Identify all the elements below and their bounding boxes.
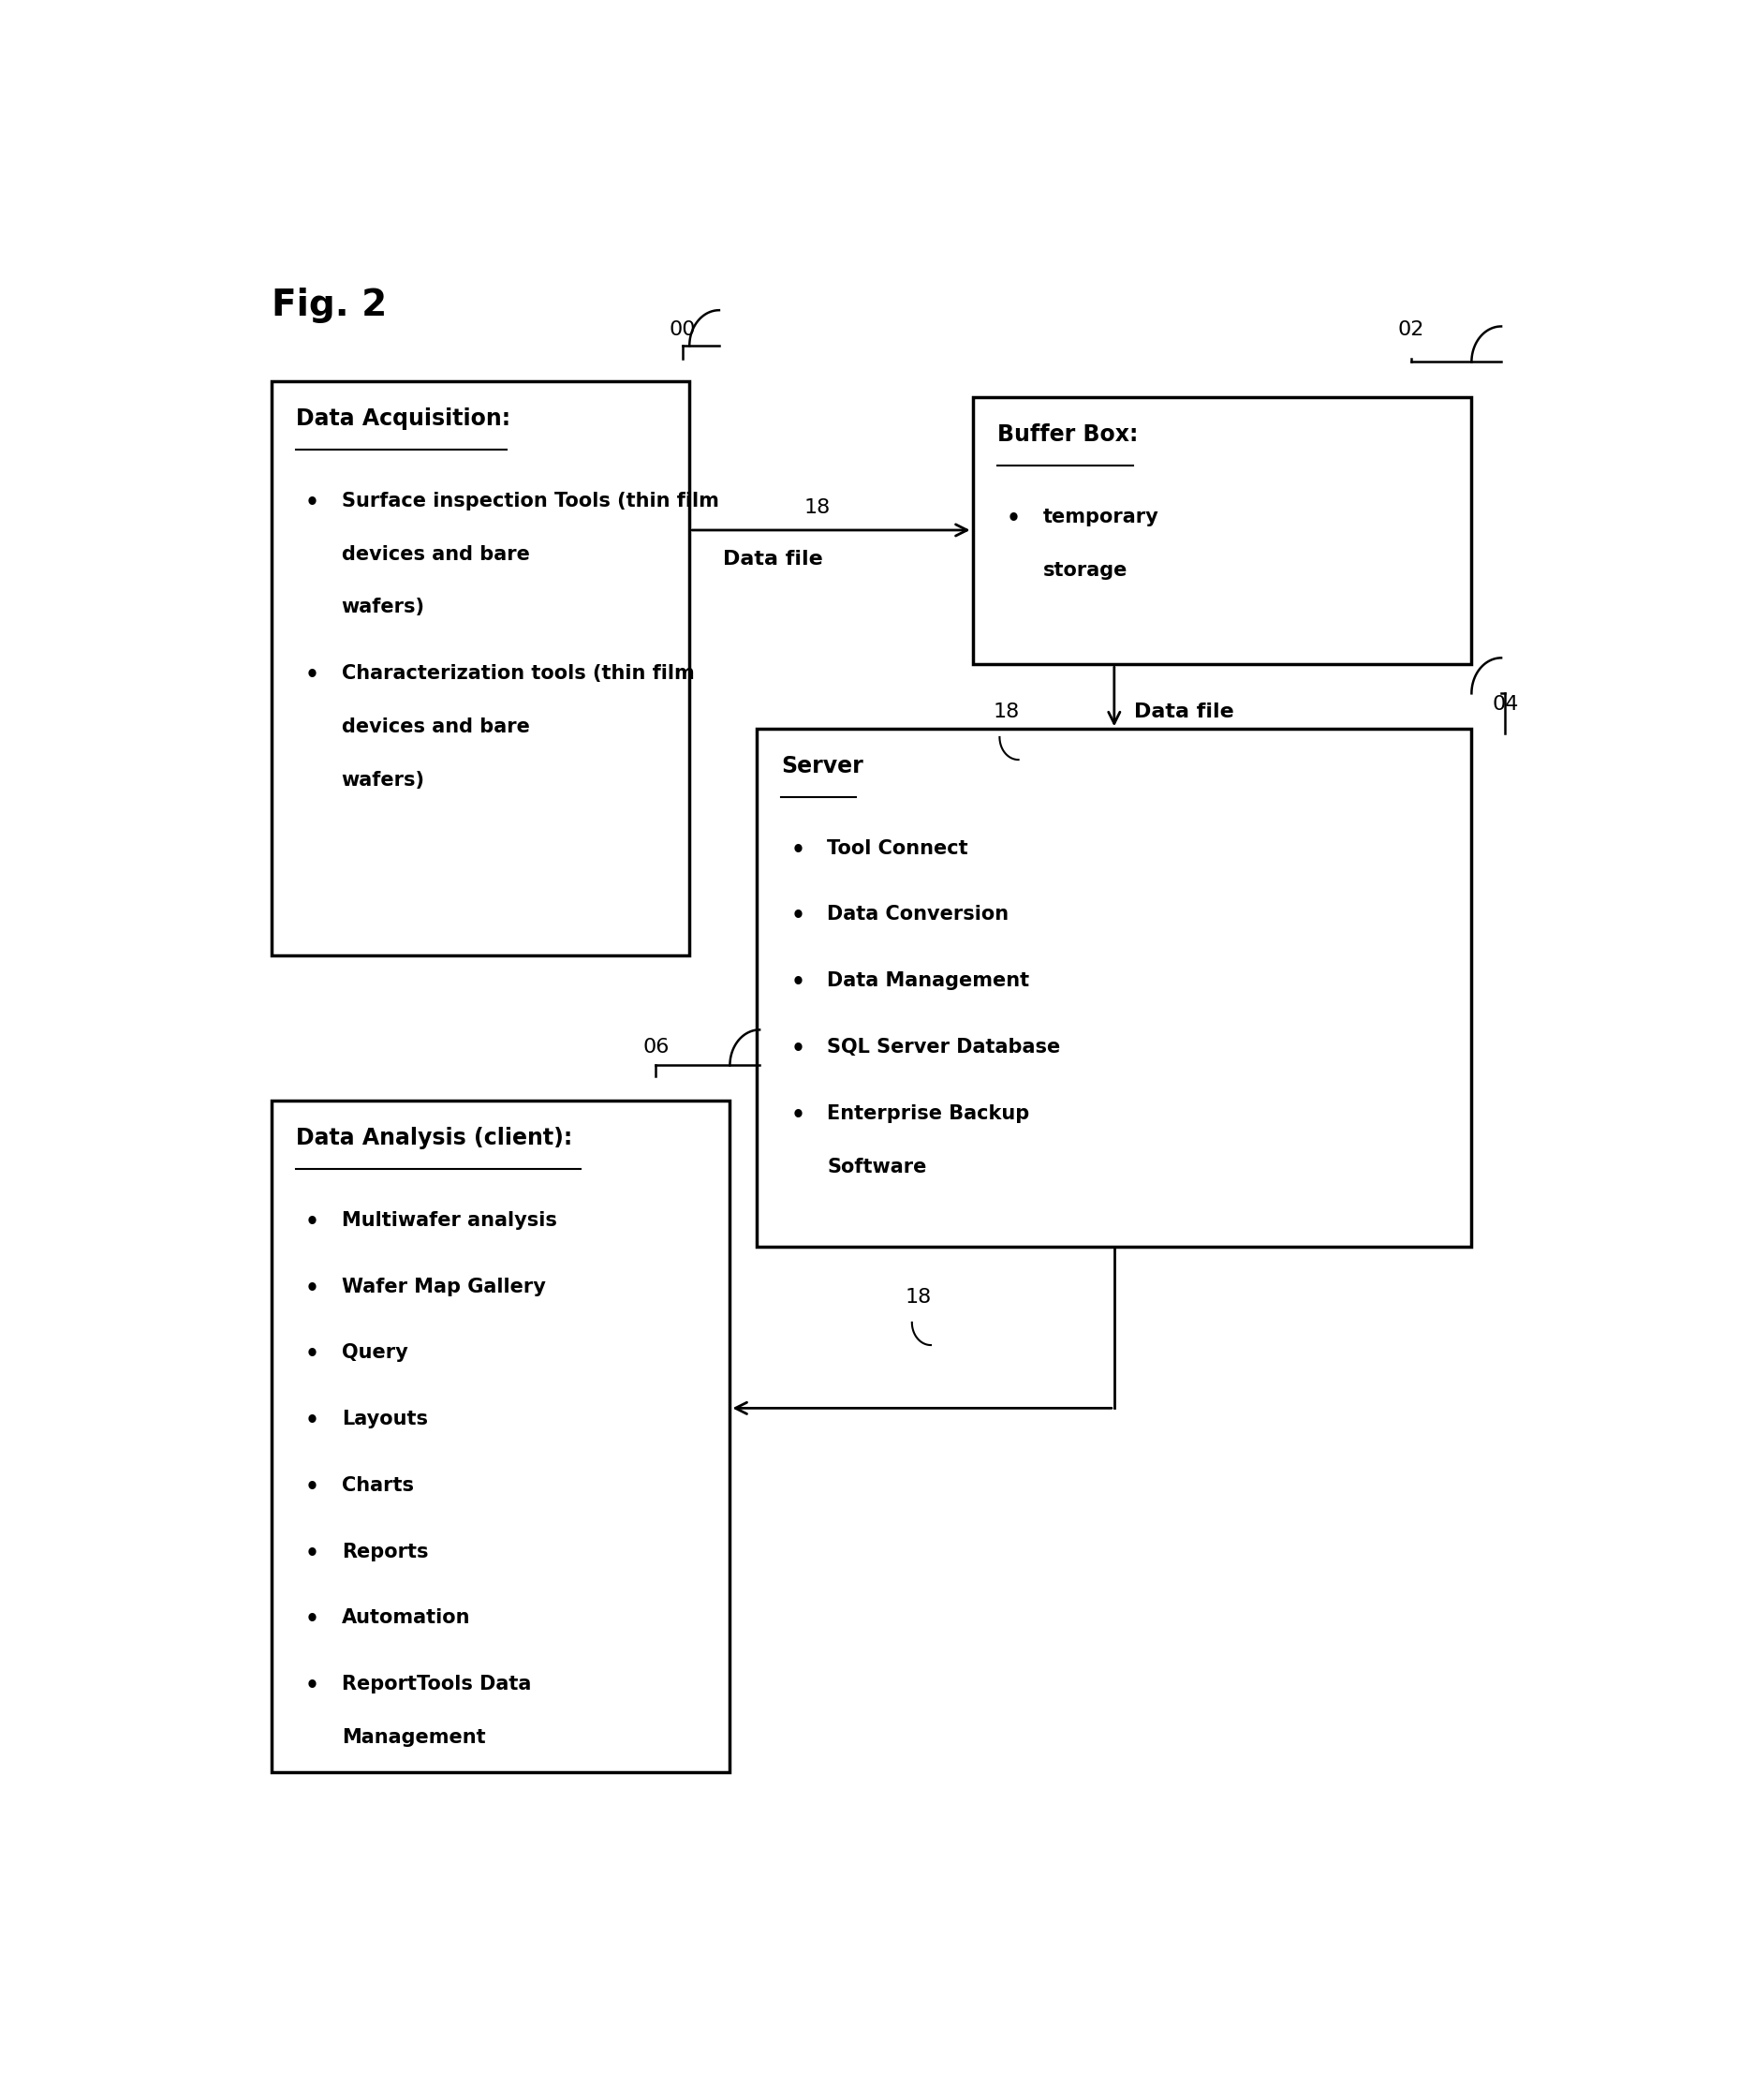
Text: wafers): wafers) — [341, 771, 424, 790]
Text: 02: 02 — [1396, 319, 1424, 338]
Text: Tool Connect: Tool Connect — [826, 840, 967, 857]
Text: Management: Management — [341, 1728, 485, 1747]
Text: Data Analysis (client):: Data Analysis (client): — [296, 1128, 572, 1149]
Text: •: • — [304, 1277, 318, 1300]
Text: Fig. 2: Fig. 2 — [271, 288, 386, 323]
Text: •: • — [304, 1541, 318, 1564]
Text: Data file: Data file — [1134, 701, 1233, 720]
FancyBboxPatch shape — [972, 397, 1471, 664]
Text: •: • — [304, 1212, 318, 1233]
FancyBboxPatch shape — [271, 382, 689, 956]
Text: Automation: Automation — [341, 1609, 470, 1628]
Text: Data Management: Data Management — [826, 972, 1029, 991]
Text: ReportTools Data: ReportTools Data — [341, 1676, 530, 1695]
Text: 18: 18 — [904, 1287, 930, 1306]
Text: Data file: Data file — [723, 550, 823, 569]
Text: Layouts: Layouts — [341, 1409, 428, 1428]
Text: temporary: temporary — [1042, 508, 1158, 527]
Text: •: • — [304, 1344, 318, 1365]
Text: 06: 06 — [642, 1037, 670, 1056]
Text: devices and bare: devices and bare — [341, 718, 529, 737]
Text: Buffer Box:: Buffer Box: — [996, 424, 1137, 445]
Text: SQL Server Database: SQL Server Database — [826, 1037, 1059, 1056]
Text: Data Acquisition:: Data Acquisition: — [296, 407, 510, 431]
Text: 04: 04 — [1490, 695, 1518, 714]
Text: •: • — [304, 1609, 318, 1632]
FancyBboxPatch shape — [271, 1100, 730, 1772]
Text: •: • — [304, 491, 318, 514]
Text: •: • — [790, 905, 803, 928]
Text: 00: 00 — [670, 319, 696, 338]
Text: •: • — [790, 1105, 803, 1126]
Text: •: • — [304, 1676, 318, 1697]
Text: Wafer Map Gallery: Wafer Map Gallery — [341, 1277, 546, 1296]
Text: •: • — [790, 1037, 803, 1060]
Text: •: • — [790, 840, 803, 861]
FancyBboxPatch shape — [756, 729, 1471, 1247]
Text: Query: Query — [341, 1344, 407, 1363]
Text: wafers): wafers) — [341, 598, 424, 617]
Text: •: • — [304, 664, 318, 687]
Text: •: • — [790, 972, 803, 993]
Text: Data Conversion: Data Conversion — [826, 905, 1009, 924]
Text: devices and bare: devices and bare — [341, 544, 529, 563]
Text: Multiwafer analysis: Multiwafer analysis — [341, 1212, 556, 1231]
Text: Charts: Charts — [341, 1476, 414, 1495]
Text: Software: Software — [826, 1157, 927, 1176]
Text: •: • — [304, 1409, 318, 1432]
Text: 18: 18 — [803, 498, 830, 517]
Text: •: • — [1005, 508, 1019, 529]
Text: 18: 18 — [993, 701, 1019, 720]
Text: storage: storage — [1042, 561, 1127, 580]
Text: Reports: Reports — [341, 1541, 428, 1560]
Text: •: • — [304, 1476, 318, 1499]
Text: Enterprise Backup: Enterprise Backup — [826, 1105, 1029, 1124]
Text: Characterization tools (thin film: Characterization tools (thin film — [341, 664, 694, 682]
Text: Server: Server — [781, 754, 863, 777]
Text: Surface inspection Tools (thin film: Surface inspection Tools (thin film — [341, 491, 718, 510]
